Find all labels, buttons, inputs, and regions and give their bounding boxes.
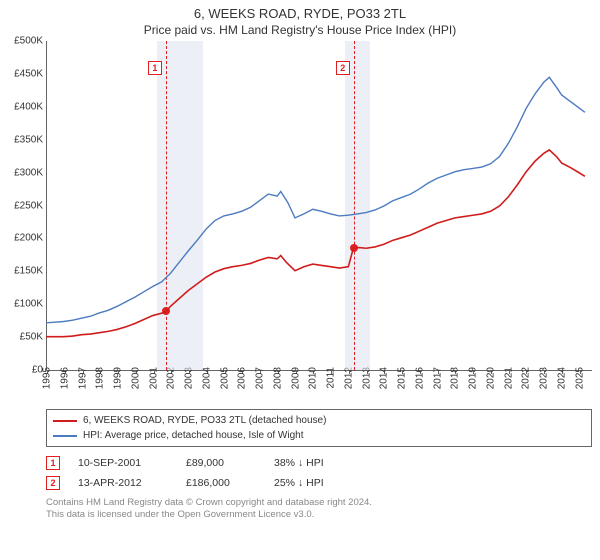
y-axis-label: £300K — [1, 167, 43, 178]
event-date: 13-APR-2012 — [78, 477, 168, 489]
chart-title: 6, WEEKS ROAD, RYDE, PO33 2TL — [0, 0, 600, 21]
y-axis-label: £50K — [1, 332, 43, 343]
series-hpi — [46, 77, 585, 323]
event-price: £89,000 — [186, 457, 256, 469]
y-axis-label: £200K — [1, 233, 43, 244]
y-axis-label: £500K — [1, 36, 43, 47]
y-axis-label: £400K — [1, 101, 43, 112]
legend-label: 6, WEEKS ROAD, RYDE, PO33 2TL (detached … — [83, 415, 326, 426]
footer-line: This data is licensed under the Open Gov… — [46, 509, 592, 521]
legend-swatch — [53, 420, 77, 422]
chart-container: 6, WEEKS ROAD, RYDE, PO33 2TL Price paid… — [0, 0, 600, 522]
y-axis-label: £0 — [1, 365, 43, 376]
y-axis-label: £350K — [1, 134, 43, 145]
y-axis-label: £100K — [1, 299, 43, 310]
event-delta: 25% ↓ HPI — [274, 477, 324, 489]
line-series-svg — [46, 41, 592, 371]
legend-item: HPI: Average price, detached house, Isle… — [53, 428, 585, 443]
chart-subtitle: Price paid vs. HM Land Registry's House … — [0, 21, 600, 41]
legend-swatch — [53, 435, 77, 437]
event-date: 10-SEP-2001 — [78, 457, 168, 469]
event-table: 1 10-SEP-2001 £89,000 38% ↓ HPI 2 13-APR… — [46, 453, 592, 493]
y-axis-label: £150K — [1, 266, 43, 277]
event-price: £186,000 — [186, 477, 256, 489]
legend: 6, WEEKS ROAD, RYDE, PO33 2TL (detached … — [46, 409, 592, 447]
plot-area: £0£50K£100K£150K£200K£250K£300K£350K£400… — [46, 41, 592, 371]
event-delta: 38% ↓ HPI — [274, 457, 324, 469]
event-row: 2 13-APR-2012 £186,000 25% ↓ HPI — [46, 473, 592, 493]
footer-attribution: Contains HM Land Registry data © Crown c… — [46, 497, 592, 522]
legend-item: 6, WEEKS ROAD, RYDE, PO33 2TL (detached … — [53, 413, 585, 428]
event-marker-box: 1 — [46, 456, 60, 470]
event-marker-box: 2 — [46, 476, 60, 490]
down-arrow-icon: ↓ — [298, 477, 303, 489]
event-row: 1 10-SEP-2001 £89,000 38% ↓ HPI — [46, 453, 592, 473]
footer-line: Contains HM Land Registry data © Crown c… — [46, 497, 592, 509]
legend-label: HPI: Average price, detached house, Isle… — [83, 430, 304, 441]
down-arrow-icon: ↓ — [298, 457, 303, 469]
y-axis-label: £450K — [1, 68, 43, 79]
y-axis-label: £250K — [1, 200, 43, 211]
series-property — [46, 150, 585, 337]
